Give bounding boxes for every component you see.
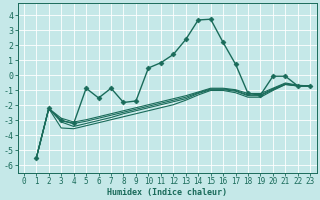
X-axis label: Humidex (Indice chaleur): Humidex (Indice chaleur) xyxy=(107,188,227,197)
